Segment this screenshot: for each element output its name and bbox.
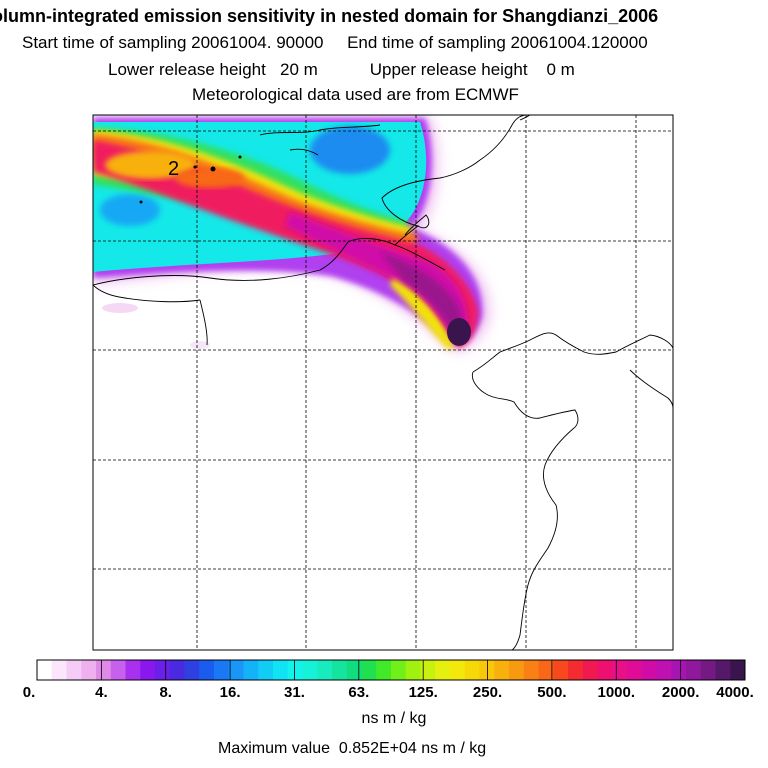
sampling-times: Start time of sampling 20061004. 90000 E… [22,33,648,52]
colorbar-swatch [66,660,82,680]
colorbar-swatch [568,660,584,680]
colorbar-swatch [686,660,702,680]
colorbar-tick-label: 0. [22,684,36,701]
colorbar-swatch [582,660,598,680]
colorbar-swatch [538,660,554,680]
plot-frame [92,114,674,651]
colorbar-tick-label: 4000. [716,684,754,701]
colorbar-swatch [361,660,377,680]
colorbar-swatch [391,660,407,680]
colorbar-swatch [199,660,215,680]
colorbar-swatch [155,660,171,680]
colorbar-swatch [51,660,67,680]
colorbar-swatch [450,660,466,680]
colorbar-swatch [346,660,362,680]
colorbar-swatch [184,660,200,680]
colorbar-swatch [715,660,731,680]
colorbar-swatch [435,660,451,680]
colorbar-swatch [420,660,436,680]
colorbar-swatch [317,660,333,680]
maximum-value: Maximum value 0.852E+04 ns m / kg [218,740,487,757]
colorbar-swatch [169,660,185,680]
colorbar-swatch [140,660,156,680]
colorbar-swatch [302,660,318,680]
station-dot [238,155,242,159]
station-dot [139,200,143,204]
colorbar-swatch [273,660,289,680]
colorbar-swatch [671,660,687,680]
colorbar-swatch [494,660,510,680]
colorbar-swatch [700,660,716,680]
colorbar-swatch [479,660,495,680]
colorbar-tick-label: 250. [472,684,503,701]
colorbar-swatch [553,660,569,680]
colorbar-swatch [125,660,141,680]
release-point-label: 2 [168,158,179,180]
colorbar-swatch [523,660,539,680]
colorbar-tick-label: 31. [284,684,305,701]
colorbar-tick-label: 16. [219,684,241,701]
plot-title: olumn-integrated emission sensitivity in… [0,6,659,26]
station-markers: 2 [139,155,242,204]
colorbar-swatch [214,660,230,680]
release-heights: Lower release height 20 m Upper release … [108,60,575,79]
colorbar-swatch [597,660,613,680]
colorbar-swatch [81,660,97,680]
colorbar-swatch [243,660,259,680]
colorbar-tick-label: 1000. [597,684,636,701]
colorbar-swatch [627,660,643,680]
colorbar-tick-label: 2000. [661,684,700,701]
colorbar-swatch [110,660,126,680]
plume-field [93,115,491,352]
colorbar-swatch [258,660,274,680]
colorbar-units: ns m / kg [361,710,427,727]
colorbar-swatch [612,660,628,680]
colorbar-frame [36,659,746,681]
station-dot [193,165,197,169]
coastlines [93,115,673,650]
colorbar-swatch [509,660,525,680]
colorbar-swatch [376,660,392,680]
colorbar-swatch [287,660,303,680]
colorbar-swatch [641,660,657,680]
colorbar-swatch [730,660,746,680]
station-dot-major [210,166,216,172]
colorbar-swatch [228,660,244,680]
colorbar-swatch [405,660,421,680]
colorbar-tick-label: 63. [348,684,370,701]
colorbar-swatch [96,660,112,680]
colorbar-swatch [464,660,480,680]
colorbar-tick-label: 500. [537,684,567,701]
colorbar-swatch [37,660,53,680]
colorbar-swatch [332,660,348,680]
colorbar-tick-label: 125. [408,684,438,701]
colorbar-tick-label: 8. [159,684,172,701]
colorbar-tick-label: 4. [95,684,108,701]
colorbar [37,660,746,680]
met-data-source: Meteorological data used are from ECMWF [192,85,519,104]
colorbar-swatch [656,660,672,680]
